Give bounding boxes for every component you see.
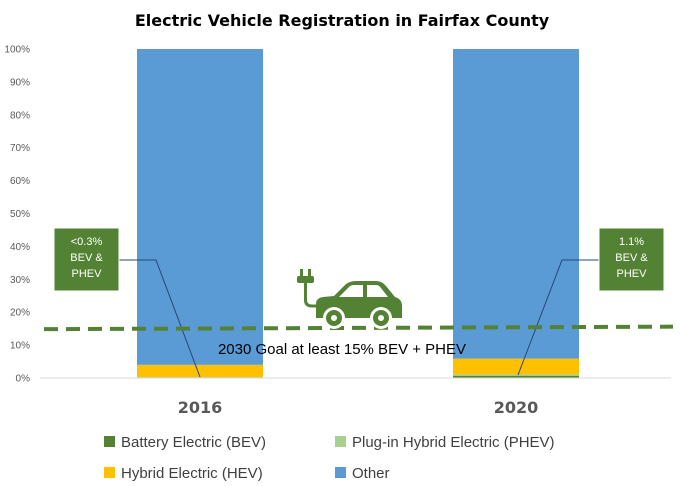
goal-label: 2030 Goal at least 15% BEV + PHEV bbox=[218, 341, 466, 358]
callout-text: 1.1% bbox=[619, 236, 644, 248]
goal-line bbox=[43, 324, 674, 332]
legend-swatch bbox=[104, 467, 115, 478]
y-tick-label: 20% bbox=[10, 308, 30, 319]
y-tick-label: 90% bbox=[10, 77, 30, 88]
chart-title: Electric Vehicle Registration in Fairfax… bbox=[135, 11, 550, 30]
legend-swatch bbox=[335, 436, 346, 447]
y-tick-label: 30% bbox=[10, 275, 30, 286]
y-tick-label: 100% bbox=[4, 45, 30, 56]
x-axis: 2016 2020 bbox=[40, 377, 671, 417]
x-category-label: 2020 bbox=[494, 398, 539, 417]
y-axis: 0% 10% 20% 30% 40% 50% 60% 70% 80% 90% 100% bbox=[4, 45, 30, 385]
callout-connectors bbox=[119, 259, 599, 378]
callouts: <0.3% BEV & PHEV 1.1% BEV & PHEV bbox=[53, 227, 665, 292]
goal-line-group: 2030 Goal at least 15% BEV + PHEV bbox=[43, 324, 674, 358]
y-tick-label: 10% bbox=[10, 341, 30, 352]
legend: Battery Electric (BEV) Plug-in Hybrid Ele… bbox=[104, 434, 555, 482]
legend-label: Other bbox=[352, 465, 390, 482]
bar-segment-2020-plug-in-hybrid-electric-phev- bbox=[453, 374, 579, 376]
callout-box bbox=[53, 227, 120, 292]
x-category-label: 2016 bbox=[178, 398, 223, 417]
y-tick-label: 60% bbox=[10, 176, 30, 187]
legend-swatch bbox=[104, 436, 115, 447]
y-tick-label: 80% bbox=[10, 110, 30, 121]
bar-segment-2016-other bbox=[137, 49, 263, 365]
callout-text: PHEV bbox=[617, 268, 648, 280]
callout-text: PHEV bbox=[72, 268, 103, 280]
y-tick-label: 50% bbox=[10, 209, 30, 220]
bar-segment-2020-other bbox=[453, 49, 579, 359]
callout-box bbox=[598, 227, 665, 292]
legend-label: Battery Electric (BEV) bbox=[121, 434, 266, 451]
callout-text: <0.3% bbox=[71, 236, 103, 248]
legend-label: Hybrid Electric (HEV) bbox=[121, 465, 263, 482]
y-tick-label: 0% bbox=[16, 374, 31, 385]
bar-segment-2016-hybrid-electric-hev- bbox=[137, 364, 263, 378]
callout-text: BEV & bbox=[70, 252, 103, 264]
electric-car-icon bbox=[297, 269, 402, 329]
callout-connector bbox=[517, 259, 599, 376]
callout-connector bbox=[119, 259, 201, 378]
bars bbox=[137, 49, 579, 378]
y-tick-label: 70% bbox=[10, 143, 30, 154]
bar-segment-2020-battery-electric-bev- bbox=[453, 375, 579, 378]
legend-swatch bbox=[335, 467, 346, 478]
legend-label: Plug-in Hybrid Electric (PHEV) bbox=[352, 434, 555, 451]
bar-segment-2020-hybrid-electric-hev- bbox=[453, 358, 579, 375]
y-tick-label: 40% bbox=[10, 242, 30, 253]
callout-text: BEV & bbox=[615, 252, 648, 264]
